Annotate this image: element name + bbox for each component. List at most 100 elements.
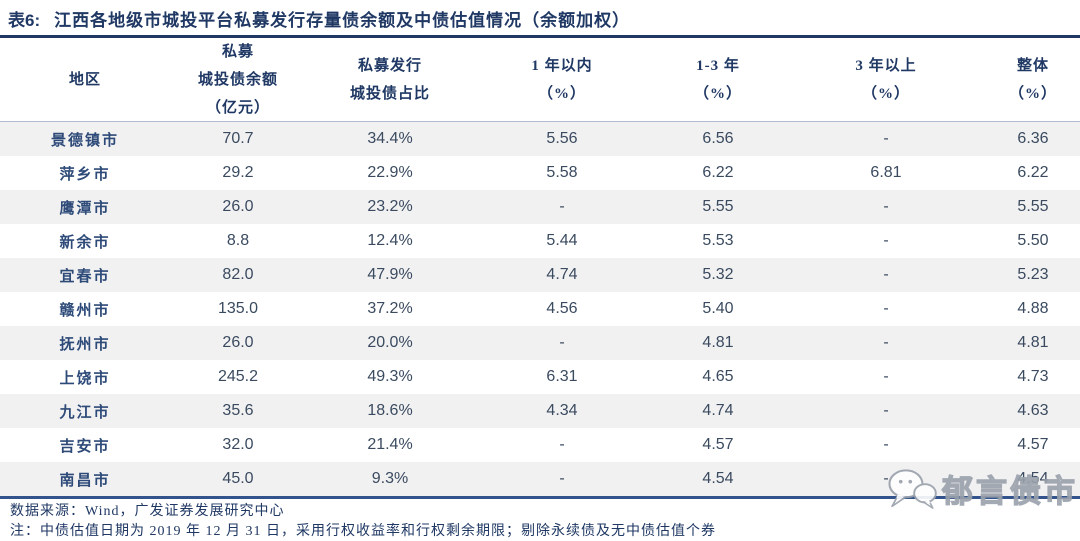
col-header-1-3y: 1-3 年 （%） (650, 38, 786, 121)
value-cell: 4.56 (546, 300, 578, 317)
table-row: 景德镇市 70.7 34.4% 5.56 6.56 - 6.36 (0, 122, 1080, 156)
value-cell: 5.50 (1017, 232, 1049, 249)
value-cell: 6.22 (1017, 164, 1049, 181)
value-cell: 4.88 (1017, 300, 1049, 317)
header-line: （%） (861, 85, 910, 102)
value-cell: - (883, 436, 889, 453)
value-cell: 70.7 (222, 130, 254, 147)
value-cell: 5.56 (546, 130, 578, 147)
value-cell: - (883, 266, 889, 283)
value-cell: 22.9% (367, 164, 413, 181)
col-header-ratio: 私募发行 城投债占比 (306, 38, 474, 121)
value-cell: 4.34 (546, 402, 578, 419)
value-cell: - (883, 198, 889, 215)
header-line: 3 年以上 (855, 57, 917, 74)
value-cell: 9.3% (371, 470, 409, 487)
value-cell: 8.8 (226, 232, 250, 249)
table-row: 鹰潭市 26.0 23.2% - 5.55 - 5.55 (0, 190, 1080, 224)
header-line: 城投债占比 (349, 85, 430, 102)
value-cell: 6.56 (702, 130, 734, 147)
col-header-over-3y: 3 年以上 （%） (786, 38, 986, 121)
value-cell: 4.54 (702, 470, 734, 487)
table-title: 表6: 江西各地级市城投平台私募发行存量债余额及中债估值情况（余额加权） (0, 0, 1080, 38)
value-cell: 23.2% (367, 198, 413, 215)
col-header-region: 地区 (0, 38, 170, 121)
table-row: 吉安市 32.0 21.4% - 4.57 - 4.57 (0, 428, 1080, 462)
table-row: 赣州市 135.0 37.2% 4.56 5.40 - 4.88 (0, 292, 1080, 326)
table-label: 表6: (8, 11, 41, 30)
value-cell: 6.22 (702, 164, 734, 181)
region-cell: 吉安市 (59, 438, 111, 455)
table-row: 宜春市 82.0 47.9% 4.74 5.32 - 5.23 (0, 258, 1080, 292)
value-cell: 29.2 (222, 164, 254, 181)
region-cell: 赣州市 (59, 302, 111, 319)
value-cell: 82.0 (222, 266, 254, 283)
table-row: 萍乡市 29.2 22.9% 5.58 6.22 6.81 6.22 (0, 156, 1080, 190)
header-line: 私募发行 (357, 57, 422, 74)
value-cell: - (883, 130, 889, 147)
value-cell: 245.2 (217, 368, 259, 385)
value-cell: 26.0 (222, 198, 254, 215)
value-cell: 4.57 (702, 436, 734, 453)
header-line: （%） (1008, 85, 1057, 102)
header-line: 地区 (68, 71, 101, 88)
value-cell: 12.4% (367, 232, 413, 249)
value-cell: - (559, 436, 565, 453)
value-cell: 18.6% (367, 402, 413, 419)
region-cell: 景德镇市 (50, 132, 119, 149)
region-cell: 南昌市 (59, 472, 111, 489)
value-cell: 47.9% (367, 266, 413, 283)
value-cell: - (883, 368, 889, 385)
value-cell: 4.63 (1017, 402, 1049, 419)
value-cell: 4.73 (1017, 368, 1049, 385)
table-body: 景德镇市 70.7 34.4% 5.56 6.56 - 6.36 萍乡市 29.2 22.9% 5.… (0, 122, 1080, 499)
value-cell: - (559, 470, 565, 487)
value-cell: - (883, 334, 889, 351)
value-cell: - (559, 334, 565, 351)
value-cell: 4.54 (1017, 470, 1049, 487)
region-cell: 九江市 (59, 404, 111, 421)
region-cell: 鹰潭市 (59, 200, 111, 217)
value-cell: - (883, 300, 889, 317)
value-cell: 5.40 (702, 300, 734, 317)
value-cell: 6.36 (1017, 130, 1049, 147)
value-cell: 45.0 (222, 470, 254, 487)
value-cell: 21.4% (367, 436, 413, 453)
header-line: （%） (537, 85, 586, 102)
header-line: 整体 (1016, 57, 1049, 74)
table-row: 九江市 35.6 18.6% 4.34 4.74 - 4.63 (0, 394, 1080, 428)
table-header: 地区 私募 城投债余额 （亿元） 私募发行 城投债占比 1 年以内 （%） 1-… (0, 38, 1080, 122)
table-title-text: 江西各地级市城投平台私募发行存量债余额及中债估值情况（余额加权） (54, 11, 631, 30)
value-cell: 4.81 (1017, 334, 1049, 351)
region-cell: 萍乡市 (59, 166, 111, 183)
value-cell: 5.53 (702, 232, 734, 249)
value-cell: 35.6 (222, 402, 254, 419)
region-cell: 抚州市 (59, 336, 111, 353)
value-cell: 6.81 (870, 164, 902, 181)
header-line: 私募 (221, 43, 254, 60)
region-cell: 宜春市 (59, 268, 111, 285)
value-cell: 4.74 (702, 402, 734, 419)
table-row: 抚州市 26.0 20.0% - 4.81 - 4.81 (0, 326, 1080, 360)
data-source: 数据来源：Wind，广发证券发展研究中心 (10, 504, 285, 519)
value-cell: 20.0% (367, 334, 413, 351)
col-header-under-1y: 1 年以内 （%） (474, 38, 650, 121)
value-cell: 32.0 (222, 436, 254, 453)
header-line: 城投债余额 (197, 71, 278, 88)
value-cell: 5.58 (546, 164, 578, 181)
value-cell: - (559, 198, 565, 215)
col-header-overall: 整体 （%） (986, 38, 1080, 121)
footer: 数据来源：Wind，广发证券发展研究中心 注：中债估值日期为 2019 年 12… (0, 499, 1080, 541)
value-cell: 5.23 (1017, 266, 1049, 283)
value-cell: 5.44 (546, 232, 578, 249)
value-cell: - (883, 232, 889, 249)
footnote: 注：中债估值日期为 2019 年 12 月 31 日，采用行权收益率和行权剩余期… (10, 524, 716, 539)
value-cell: 5.32 (702, 266, 734, 283)
value-cell: 4.57 (1017, 436, 1049, 453)
table-row: 新余市 8.8 12.4% 5.44 5.53 - 5.50 (0, 224, 1080, 258)
value-cell: 4.81 (702, 334, 734, 351)
value-cell: 49.3% (367, 368, 413, 385)
header-line: 1 年以内 (531, 57, 593, 74)
value-cell: 4.74 (546, 266, 578, 283)
